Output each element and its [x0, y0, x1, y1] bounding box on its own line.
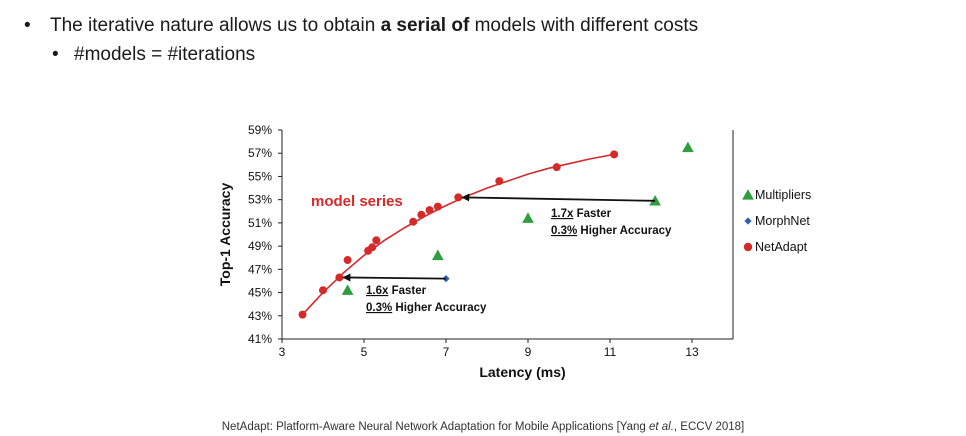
speedup-arrow-2 [342, 273, 447, 282]
y-tick-label: 41% [248, 332, 272, 346]
multipliers-point [341, 284, 354, 295]
annotation-lower-accuracy-text: Higher Accuracy [392, 302, 487, 314]
x-tick-label: 5 [361, 345, 368, 359]
netadapt-point [298, 310, 307, 319]
bullet-text-pre: The iterative nature allows us to obtain [50, 15, 381, 36]
caption-pre: NetAdapt: Platform-Aware Neural Network … [221, 421, 649, 433]
annotation-layer: model series 1.7x Faster 0.3% Higher Accur… [311, 193, 672, 314]
legend-label: MorphNet [755, 214, 810, 228]
y-tick-label: 51% [248, 216, 272, 230]
netadapt-point [610, 150, 619, 159]
x-tick-label: 3 [279, 345, 286, 359]
annotation-lower-speedup-text: Faster [388, 285, 426, 297]
multipliers-point [431, 249, 444, 261]
annotation-upper-line2: 0.3% Higher Accuracy [551, 225, 672, 237]
annotation-upper-accuracy-text: Higher Accuracy [577, 225, 672, 237]
series-multipliers [341, 141, 694, 295]
citation-caption: NetAdapt: Platform-Aware Neural Network … [0, 421, 966, 433]
netadapt-point [552, 163, 561, 172]
y-tick-label: 57% [248, 146, 272, 160]
y-tick-label: 49% [248, 239, 272, 253]
y-tick-label: 59% [248, 123, 272, 137]
bullet-dot: • [52, 44, 59, 65]
y-tick-label: 43% [248, 309, 272, 323]
annotation-lower-line1: 1.6x Faster [366, 285, 427, 297]
axes: 41% 43% 45% 47% 49% 51% 53% 55% 57% 59% 3 5 7 9 11 13 La… [217, 123, 734, 380]
netadapt-point [343, 256, 352, 265]
annotation-upper-line1: 1.7x Faster [551, 208, 612, 220]
legend-item-morphnet: MorphNet [744, 214, 810, 228]
legend-marker [744, 217, 752, 225]
model-series-label: model series [311, 193, 403, 210]
legend-marker [742, 189, 754, 200]
caption-italic: et al. [648, 421, 674, 433]
accuracy-latency-chart: 41% 43% 45% 47% 49% 51% 53% 55% 57% 59% 3 5 7 9 11 13 La… [217, 123, 811, 380]
legend: Multipliers MorphNet NetAdapt [742, 188, 811, 254]
legend-marker [743, 242, 753, 252]
bullet-dot: • [24, 15, 31, 36]
netadapt-point [319, 286, 327, 295]
annotation-lower-line2: 0.3% Higher Accuracy [366, 302, 487, 314]
legend-item-netadapt: NetAdapt [743, 240, 808, 254]
series-netadapt [298, 150, 619, 319]
annotation-lower-speedup-value: 1.6x [366, 285, 389, 297]
annotation-upper-speedup-value: 1.7x [551, 208, 574, 220]
y-tick-label: 45% [248, 286, 272, 300]
netadapt-point [433, 202, 442, 211]
y-tick-label: 47% [248, 262, 272, 276]
bullet-text-bold: a serial of [380, 15, 470, 36]
annotation-lower-accuracy-value: 0.3% [366, 302, 392, 314]
netadapt-point [409, 217, 418, 226]
annotation-upper-speedup-text: Faster [573, 208, 611, 220]
netadapt-point [335, 273, 344, 282]
y-axis-title: Top-1 Accuracy [217, 183, 233, 287]
x-axis-title: Latency (ms) [479, 364, 565, 380]
bullet-text: The iterative nature allows us to obtain… [50, 14, 698, 38]
netadapt-point [425, 206, 434, 215]
legend-item-multipliers: Multipliers [742, 188, 811, 202]
x-tick-label: 11 [604, 345, 617, 359]
y-tick-label: 55% [248, 169, 272, 183]
y-tick-label: 53% [248, 193, 272, 207]
x-tick-label: 9 [525, 345, 532, 359]
speedup-arrow-1 [461, 193, 656, 202]
annotation-upper-accuracy-value: 0.3% [551, 225, 577, 237]
netadapt-point [495, 177, 504, 186]
x-tick-label: 7 [443, 345, 450, 359]
multipliers-point [522, 212, 534, 223]
multipliers-point [682, 141, 694, 153]
legend-label: Multipliers [755, 188, 811, 202]
legend-label: NetAdapt [755, 240, 808, 254]
x-tick-label: 13 [685, 345, 699, 359]
bullet-text-post: models with different costs [469, 15, 699, 36]
netadapt-point [368, 243, 377, 252]
caption-post: , ECCV 2018] [673, 421, 745, 433]
netadapt-point [417, 210, 426, 219]
netadapt-point [454, 193, 463, 202]
netadapt-point [372, 236, 381, 245]
sub-bullet-text: #models = #iterations [74, 44, 256, 65]
